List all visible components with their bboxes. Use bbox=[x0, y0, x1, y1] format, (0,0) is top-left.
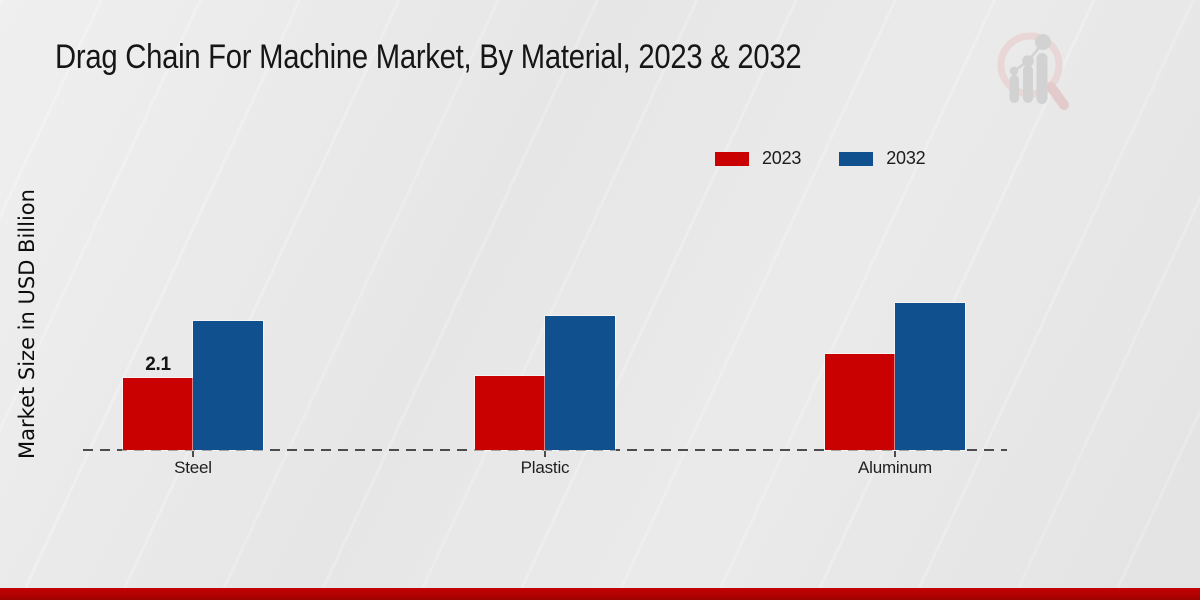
x-axis-tick-plastic bbox=[544, 451, 546, 457]
bar-2032-plastic bbox=[545, 316, 615, 450]
x-axis-tick-aluminum bbox=[894, 451, 896, 457]
legend-item-2023: 2023 bbox=[715, 148, 801, 169]
y-axis-label: Market Size in USD Billion bbox=[15, 189, 39, 459]
x-axis-baseline bbox=[83, 449, 1007, 451]
legend-swatch-2032 bbox=[839, 151, 874, 166]
legend-item-2032: 2032 bbox=[839, 148, 926, 169]
legend-label-2023: 2023 bbox=[762, 148, 802, 168]
bar-2023-plastic bbox=[475, 376, 545, 450]
x-axis-tick-steel bbox=[192, 451, 194, 457]
legend-swatch-2023 bbox=[715, 151, 749, 166]
bar-2032-steel bbox=[193, 321, 263, 450]
bar-chart-magnifier-watermark-icon bbox=[997, 32, 1069, 110]
bar-2023-steel bbox=[123, 378, 193, 450]
legend-label-2032: 2032 bbox=[886, 148, 926, 168]
chart-title: Drag Chain For Machine Market, By Materi… bbox=[55, 38, 802, 76]
category-label-aluminum: Aluminum bbox=[858, 458, 932, 477]
category-label-steel: Steel bbox=[174, 458, 212, 477]
bar-2023-aluminum bbox=[825, 354, 895, 450]
legend: 2023 2032 bbox=[715, 148, 926, 169]
category-label-plastic: Plastic bbox=[520, 458, 570, 477]
data-label-2023-steel: 2.1 bbox=[145, 354, 171, 375]
footer-red-band bbox=[0, 588, 1200, 600]
bar-2032-aluminum bbox=[895, 303, 965, 450]
